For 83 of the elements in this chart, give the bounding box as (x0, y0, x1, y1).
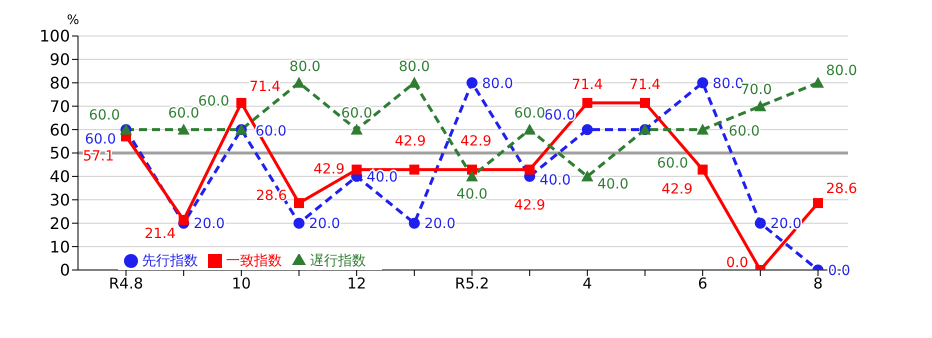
data-label: 71.4 (629, 76, 661, 93)
point (467, 164, 477, 175)
legend-label: 遅行指数 (310, 253, 366, 269)
point (581, 170, 594, 182)
point (754, 218, 766, 229)
y-axis-title: % (66, 13, 80, 28)
y-tick-label: 30 (50, 190, 70, 210)
point (294, 198, 304, 208)
data-label: 0.0 (726, 255, 748, 271)
data-label: 60.0 (657, 156, 688, 172)
point (466, 77, 478, 88)
y-tick-label: 90 (50, 50, 70, 70)
y-tick-label: 100 (39, 26, 70, 46)
x-tick-label: 10 (232, 274, 251, 293)
legend-label: 一致指数 (226, 253, 282, 269)
data-label: 40.0 (366, 169, 398, 186)
point (582, 98, 592, 108)
x-tick-label: R4.8 (108, 274, 144, 293)
data-label: 80.0 (289, 58, 321, 75)
x-tick-label: 6 (698, 274, 708, 293)
point (409, 164, 420, 175)
point (294, 218, 304, 229)
point (754, 100, 766, 112)
data-label: 60.0 (168, 106, 200, 122)
point (352, 164, 362, 175)
point (813, 198, 823, 208)
y-tick-label: 50 (50, 144, 70, 163)
data-label: 28.6 (256, 188, 288, 204)
data-label: 60.0 (88, 108, 120, 124)
point (698, 164, 708, 175)
data-label: 21.4 (144, 226, 176, 242)
data-label: 57.1 (82, 148, 114, 164)
point (696, 124, 709, 135)
data-label: 60.0 (341, 106, 372, 122)
data-label: 71.4 (572, 76, 604, 93)
data-label: 28.6 (826, 181, 858, 198)
point (640, 98, 650, 108)
point (408, 218, 420, 229)
y-tick-label: 10 (50, 237, 70, 256)
data-label: 20.0 (194, 216, 225, 232)
data-label: 42.9 (394, 134, 426, 150)
point (466, 170, 478, 182)
y-tick-label: 40 (50, 167, 70, 186)
point (812, 76, 824, 88)
data-label: 60.0 (514, 106, 546, 122)
point (524, 124, 536, 135)
data-label: 60.0 (544, 108, 576, 124)
y-tick-label: 0 (60, 260, 70, 280)
data-label: 42.9 (514, 198, 546, 214)
x-tick-label: 4 (582, 274, 592, 293)
data-label: 70.0 (740, 82, 772, 98)
point (350, 124, 363, 135)
x-tick-label: 8 (813, 274, 823, 293)
data-label: 60.0 (728, 124, 760, 140)
data-label: 40.0 (456, 186, 488, 202)
point (697, 77, 708, 88)
x-tick-label: R5.2 (454, 274, 490, 293)
y-tick-label: 60 (50, 120, 70, 140)
y-tick-label: 70 (50, 96, 70, 116)
data-label: 20.0 (424, 216, 456, 232)
point (236, 98, 246, 108)
point (293, 76, 305, 88)
data-label: 20.0 (309, 216, 340, 232)
point (582, 124, 593, 136)
data-label: 40.0 (597, 176, 629, 192)
legend-label: 先行指数 (142, 253, 198, 269)
point (178, 214, 189, 225)
y-tick-label: 80 (50, 73, 70, 92)
point (178, 124, 190, 135)
point (408, 76, 420, 88)
data-label: 80.0 (398, 58, 430, 75)
data-label: 42.9 (460, 134, 492, 150)
point (524, 164, 535, 175)
x-tick-label: 12 (347, 274, 366, 293)
data-label: 42.9 (313, 162, 345, 178)
data-label: 80.0 (482, 76, 514, 92)
data-label: 60.0 (198, 94, 230, 110)
y-tick-label: 20 (50, 214, 70, 233)
data-label: 40.0 (540, 172, 571, 188)
data-label: 80.0 (826, 62, 858, 79)
data-label: 42.9 (661, 182, 693, 198)
data-label: 71.4 (249, 78, 281, 95)
data-label: 60.0 (84, 132, 116, 148)
